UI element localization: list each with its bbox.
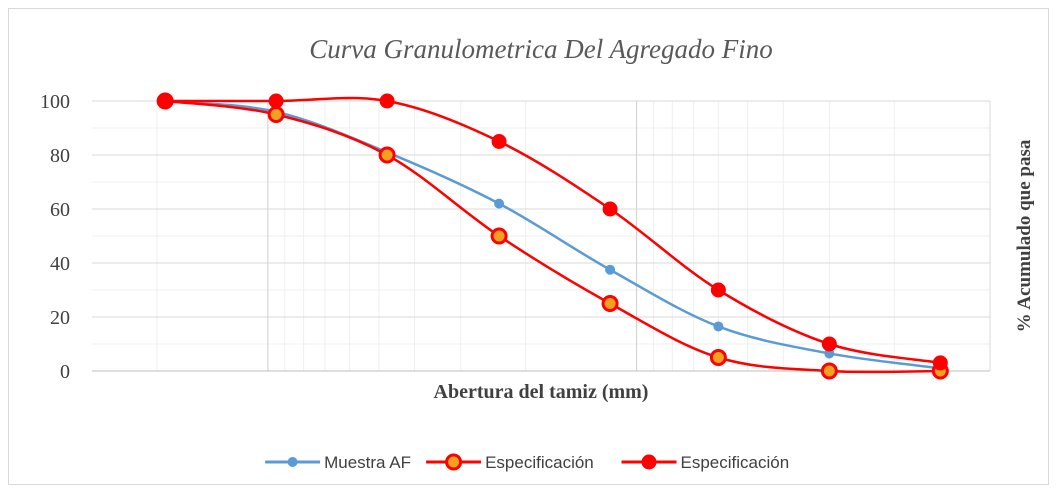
- y-tick-label: 40: [50, 253, 70, 275]
- point: [602, 201, 618, 217]
- point: [490, 227, 508, 245]
- y-tick-label: 80: [50, 145, 70, 167]
- series-line: [165, 96, 941, 365]
- point: [378, 146, 396, 164]
- y-axis-label: % Acumulado que pasa: [1014, 139, 1035, 332]
- point: [820, 362, 838, 380]
- y-tick-label: 60: [50, 199, 70, 221]
- point: [267, 106, 285, 123]
- point: [709, 349, 727, 366]
- y-tick-label: 100: [40, 91, 70, 113]
- point: [605, 264, 616, 275]
- point: [710, 282, 726, 298]
- chart-title: Curva Granulometrica Del Agregado Fino: [309, 34, 772, 64]
- series-line: [164, 99, 941, 374]
- legend-marker: [641, 454, 657, 470]
- point: [491, 134, 507, 149]
- legend-marker: [287, 457, 298, 467]
- chart-border: [8, 8, 1049, 485]
- point: [713, 321, 724, 332]
- point: [268, 93, 284, 109]
- y-tick-label: 20: [50, 307, 70, 329]
- legend-label: Especificación: [681, 453, 790, 472]
- legend-item: Especificación: [621, 453, 790, 472]
- point: [379, 93, 395, 109]
- legend-item: Muestra AF: [265, 453, 411, 472]
- legend-marker: [445, 453, 463, 471]
- point: [494, 198, 505, 209]
- legend-item: Especificación: [426, 453, 594, 472]
- x-axis-label: Abertura del tamiz (mm): [434, 381, 649, 403]
- y-tick-label: 0: [60, 361, 70, 383]
- legend-label: Muestra AF: [324, 453, 411, 472]
- point: [157, 93, 173, 109]
- legend-label: Especificación: [485, 453, 594, 472]
- point: [821, 336, 837, 352]
- point: [932, 355, 948, 371]
- series-line: [165, 99, 941, 370]
- point: [601, 295, 619, 312]
